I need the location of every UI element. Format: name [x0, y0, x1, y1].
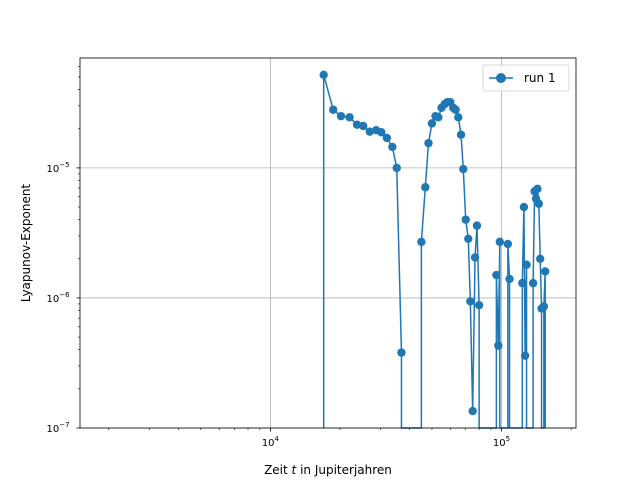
legend-label-run-1: run 1: [524, 71, 556, 85]
data-point: [319, 70, 328, 79]
data-point: [492, 270, 501, 280]
legend: run 1: [482, 64, 570, 92]
data-point: [519, 202, 529, 212]
data-point: [534, 199, 544, 208]
data-point: [424, 138, 433, 148]
legend-box: [482, 64, 570, 92]
data-point: [518, 278, 527, 288]
major-ticks: [76, 167, 502, 432]
data-point: [533, 184, 542, 194]
data-point: [382, 133, 392, 143]
data-point: [503, 239, 513, 249]
data-point: [358, 121, 368, 131]
data-point: [540, 267, 550, 276]
data-point: [464, 234, 473, 243]
data-point: [505, 274, 514, 284]
data-point: [434, 113, 443, 122]
data-point: [459, 164, 468, 174]
plot-frame: [79, 57, 577, 429]
data-point: [397, 348, 406, 357]
data-point: [392, 163, 401, 173]
data-point: [494, 341, 503, 350]
data-point: [451, 105, 460, 114]
data-point: [539, 302, 549, 311]
data-point: [461, 215, 470, 224]
data-point: [474, 300, 484, 310]
data-point: [454, 113, 463, 122]
y-tick-label: 10−5: [46, 161, 69, 175]
data-point: [427, 119, 437, 128]
x-tick-label: 105: [493, 435, 510, 449]
x-axis-label: Zeit t in Jupiterjahren: [264, 463, 392, 477]
legend-marker-run-1: [496, 73, 506, 83]
data-point: [365, 127, 374, 136]
data-point: [528, 278, 538, 288]
data-point: [522, 260, 531, 269]
data-point: [520, 351, 530, 360]
data-point: [495, 237, 505, 247]
y-axis-label: Lyapunov-Exponent: [19, 184, 33, 303]
data-point: [377, 128, 386, 137]
data-point: [336, 111, 346, 121]
data-point: [466, 297, 475, 306]
data-point: [421, 183, 430, 192]
y-tick-label: 10−7: [46, 421, 69, 435]
data-point: [456, 130, 466, 139]
data-point: [536, 254, 545, 263]
data-point: [472, 221, 482, 230]
data-point: [329, 105, 338, 114]
x-tick-label: 104: [262, 435, 280, 449]
data-point: [417, 237, 426, 247]
data-point: [388, 142, 397, 152]
data-point: [468, 406, 477, 416]
data-point: [345, 113, 354, 122]
series-run-1: [319, 70, 550, 429]
plot-area: [80, 58, 576, 428]
y-tick-label: 10−6: [46, 291, 70, 305]
data-point: [470, 253, 480, 262]
